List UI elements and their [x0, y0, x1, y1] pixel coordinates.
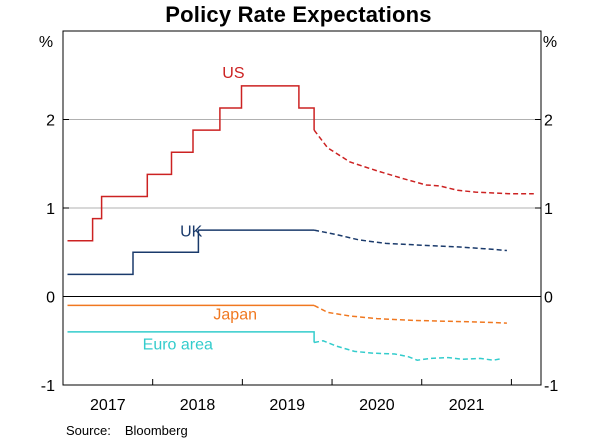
- y-tick-label-left: 2: [46, 113, 55, 130]
- y-tick-label-right: 2: [544, 113, 553, 130]
- x-tick-label: 2017: [90, 397, 126, 414]
- x-tick-label: 2021: [449, 397, 485, 414]
- y-unit-left: %: [39, 34, 53, 51]
- series-label: UK: [180, 223, 203, 240]
- series-actual-line: [67, 85, 315, 242]
- series-label: Euro area: [143, 337, 213, 354]
- plot-frame: [62, 30, 542, 386]
- y-tick-label-left: 0: [46, 290, 55, 307]
- series-lines: [67, 85, 534, 361]
- series-label: US: [222, 65, 244, 82]
- series-expected-line: [313, 340, 503, 361]
- y-tick-label-left: 1: [46, 201, 55, 218]
- source-value: Bloomberg: [124, 423, 188, 438]
- series-expected-line: [313, 129, 534, 195]
- series-expected-line: [313, 229, 507, 252]
- series-actual-line: [67, 229, 315, 276]
- y-tick-label-right: -1: [544, 378, 558, 395]
- y-tick-label-right: 0: [544, 290, 553, 307]
- series-label: Japan: [213, 307, 257, 324]
- series-actual-line: [67, 331, 315, 343]
- series-expected-line: [313, 304, 507, 324]
- x-tick-label: 2020: [359, 397, 395, 414]
- x-tick-label: 2019: [269, 397, 305, 414]
- y-tick-label-left: -1: [41, 378, 55, 395]
- chart-title: Policy Rate Expectations: [165, 2, 432, 27]
- x-tick-label: 2018: [180, 397, 216, 414]
- y-unit-right: %: [543, 34, 557, 51]
- y-tick-label-right: 1: [544, 201, 553, 218]
- grid-lines: [63, 119, 541, 209]
- axis-labels: -1 -1 0 0 1 1 2 2% % 2017 2018 2019 2020 2021: [39, 34, 558, 414]
- source-label: Source:: [66, 423, 111, 438]
- source-note: Source: Bloomberg: [66, 423, 188, 438]
